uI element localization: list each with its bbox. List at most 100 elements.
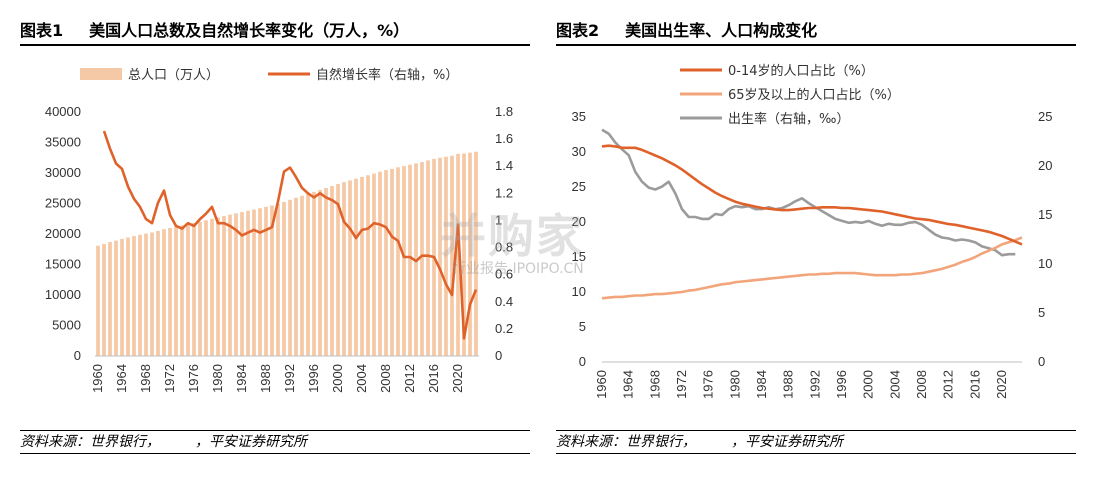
x-tick-label: 1968: [647, 370, 662, 399]
x-tick-label: 2012: [941, 370, 956, 399]
growth-rate-line: [102, 130, 478, 340]
bar: [384, 170, 388, 356]
bar: [186, 224, 190, 356]
bar: [324, 187, 328, 356]
y-right-tick-label: 1.2: [495, 185, 513, 200]
y-left-tick-label: 15: [572, 249, 586, 264]
y-left-tick-label: 40000: [45, 104, 81, 119]
y-left-tick-label: 25: [572, 179, 586, 194]
x-tick-label: 1976: [186, 364, 201, 393]
bar: [378, 171, 382, 356]
figure-header: 图表1 美国人口总数及自然增长率变化（万人，%）: [20, 18, 530, 46]
bar: [210, 218, 214, 356]
y-left-tick-label: 25000: [45, 196, 81, 211]
x-tick-label: 1980: [727, 370, 742, 399]
bar: [450, 155, 454, 356]
x-tick-label: 2008: [914, 370, 929, 399]
y-right-tick-label: 0.6: [495, 267, 513, 282]
y-right-tick-label: 0: [1038, 354, 1045, 369]
x-tick-label: 1960: [594, 370, 609, 399]
y-left-tick-label: 35: [572, 109, 586, 124]
x-tick-label: 1972: [674, 370, 689, 399]
y-left-tick-label: 20000: [45, 226, 81, 241]
y-left-tick-label: 0: [74, 348, 81, 363]
y-left-tick-label: 5: [579, 319, 586, 334]
bar: [420, 162, 424, 356]
bar: [348, 180, 352, 356]
bar: [390, 168, 394, 356]
bar: [396, 167, 400, 356]
bar: [330, 186, 334, 356]
x-tick-label: 1992: [807, 370, 822, 399]
bar: [474, 151, 478, 356]
legend-label: 自然增长率（右轴，%）: [316, 67, 458, 83]
bar: [276, 203, 280, 356]
bar: [150, 232, 154, 356]
bar: [426, 160, 430, 356]
series-line: [601, 236, 1023, 300]
figure-title: 美国出生率、人口构成变化: [625, 21, 818, 40]
legend-label: 65岁及以上的人口占比（%）: [728, 87, 900, 103]
legend-swatch-total-population: [80, 68, 122, 80]
y-right-tick-label: 15: [1038, 207, 1052, 222]
source-note: 资料来源：世界银行， ，平安证券研究所: [556, 430, 1076, 454]
x-tick-label: 1964: [114, 364, 129, 393]
bar: [270, 205, 274, 356]
y-right-tick-label: 20: [1038, 158, 1052, 173]
legend-label: 0-14岁的人口占比（%）: [728, 63, 874, 79]
legend-label: 出生率（右轴，‰）: [728, 111, 849, 127]
bar: [156, 230, 160, 356]
y-left-tick-label: 10000: [45, 287, 81, 302]
bar: [246, 210, 250, 356]
figure-title: 美国人口总数及自然增长率变化（万人，%）: [89, 21, 410, 40]
bar: [438, 157, 442, 356]
bar: [402, 166, 406, 356]
population-chart: 总人口（万人） 自然增长率（右轴，%）0500010000150002000025…: [45, 67, 513, 393]
x-tick-label: 1988: [258, 364, 273, 393]
bar: [444, 156, 448, 356]
x-tick-label: 2004: [887, 370, 902, 399]
chart-panel-population: 图表1 美国人口总数及自然增长率变化（万人，%） 总人口（万人） 自然增长率（右轴，…: [0, 0, 540, 480]
figure-header: 图表2 美国出生率、人口构成变化: [556, 18, 1076, 46]
bar: [264, 206, 268, 356]
figure-number: 图表2: [556, 21, 600, 40]
bar: [468, 152, 472, 356]
y-right-tick-label: 1.8: [495, 104, 513, 119]
x-tick-label: 1976: [701, 370, 716, 399]
y-right-tick-label: 0: [495, 348, 502, 363]
bar: [336, 183, 340, 356]
bar: [282, 201, 286, 356]
x-tick-label: 1968: [138, 364, 153, 393]
bar: [234, 213, 238, 356]
source-note: 资料来源：世界银行， ，平安证券研究所: [20, 430, 530, 454]
x-tick-label: 2020: [450, 364, 465, 393]
y-right-tick-label: 1: [495, 212, 502, 227]
bar: [132, 236, 136, 356]
y-left-tick-label: 10: [572, 284, 586, 299]
y-right-tick-label: 1.4: [495, 158, 513, 173]
bar: [174, 226, 178, 356]
y-right-tick-label: 10: [1038, 256, 1052, 271]
bar: [144, 233, 148, 356]
y-left-tick-label: 5000: [52, 318, 81, 333]
bar: [228, 214, 232, 356]
y-right-tick-label: 0.8: [495, 240, 513, 255]
y-right-tick-label: 0.2: [495, 321, 513, 336]
x-tick-label: 1988: [781, 370, 796, 399]
bar: [300, 195, 304, 356]
bar: [96, 245, 100, 356]
bar: [114, 240, 118, 356]
bar: [198, 221, 202, 356]
bar: [240, 212, 244, 356]
x-tick-label: 2004: [354, 364, 369, 393]
bar: [366, 175, 370, 356]
bar: [312, 191, 316, 356]
x-tick-label: 2008: [378, 364, 393, 393]
x-tick-label: 2016: [967, 370, 982, 399]
x-tick-label: 1984: [234, 364, 249, 393]
bar: [102, 243, 106, 356]
x-tick-label: 2000: [330, 364, 345, 393]
bar: [258, 208, 262, 356]
y-right-tick-label: 0.4: [495, 294, 513, 309]
series-line: [601, 128, 1016, 257]
